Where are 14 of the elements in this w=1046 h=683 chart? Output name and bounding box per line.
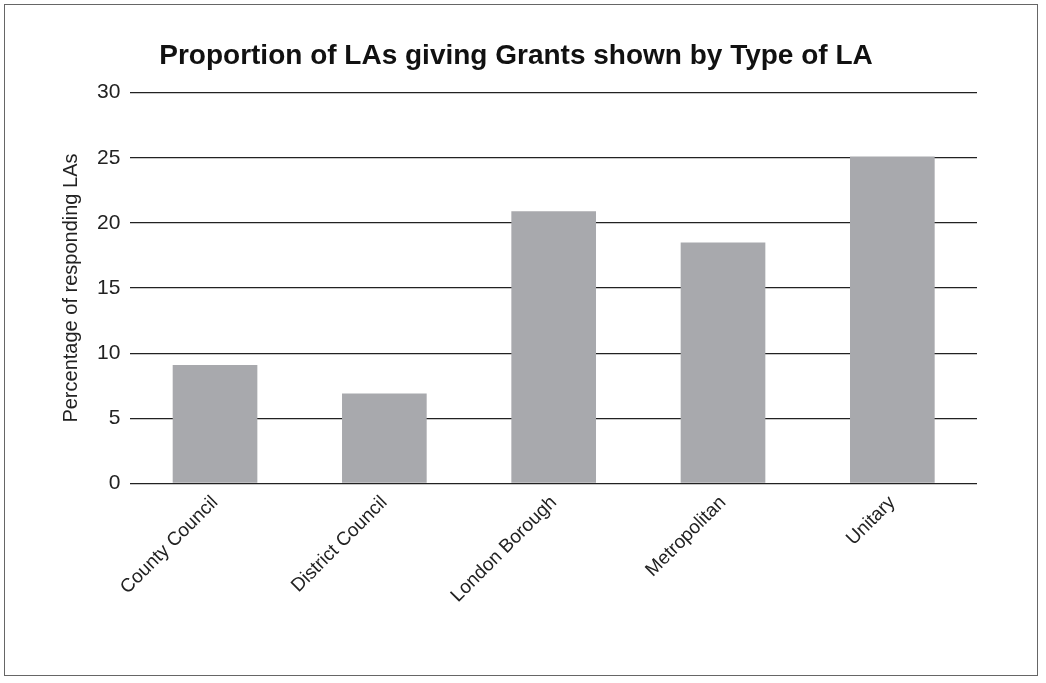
y-tick-label: 20 <box>97 209 121 233</box>
bar <box>850 156 935 483</box>
bar <box>342 393 427 483</box>
y-tick-label: 30 <box>97 79 121 103</box>
y-tick-label: 0 <box>108 470 121 494</box>
bar <box>172 364 258 483</box>
y-tick-label: 25 <box>97 144 121 168</box>
y-tick-label: 5 <box>108 405 121 429</box>
bar <box>680 242 766 483</box>
y-axis-title: Percentage of responding LAs <box>58 153 81 423</box>
chart-title: Proportion of LAs giving Grants shown by Type of LA <box>159 38 873 70</box>
y-tick-label: 10 <box>97 340 121 364</box>
y-tick-label: 15 <box>97 274 121 298</box>
bar <box>511 211 597 483</box>
